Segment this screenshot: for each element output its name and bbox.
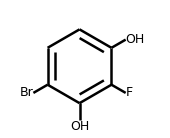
Text: Br: Br [20,86,33,99]
Text: F: F [126,86,133,99]
Text: OH: OH [70,120,89,132]
Text: OH: OH [126,33,145,46]
